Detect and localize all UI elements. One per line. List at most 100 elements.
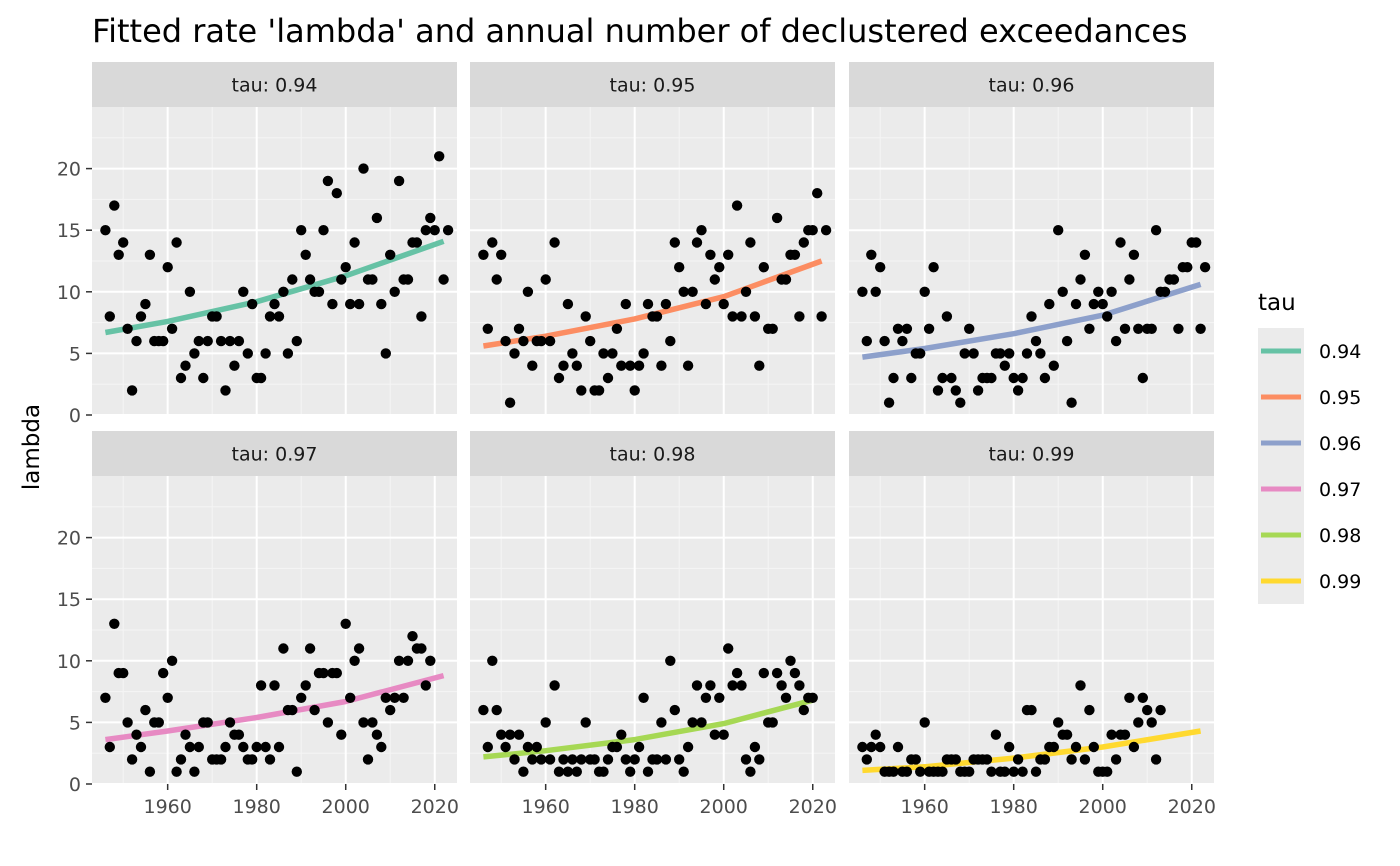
data-point bbox=[1124, 274, 1135, 285]
data-point bbox=[901, 766, 913, 777]
data-point bbox=[1017, 766, 1028, 777]
data-point bbox=[340, 262, 351, 273]
data-point bbox=[549, 680, 560, 691]
data-point bbox=[425, 212, 436, 224]
x-tick-label: 2000 bbox=[322, 796, 370, 818]
data-point bbox=[158, 667, 169, 679]
data-point bbox=[602, 372, 614, 384]
panel-marks bbox=[857, 680, 1202, 777]
data-point bbox=[740, 754, 752, 765]
data-point bbox=[968, 348, 979, 359]
data-point bbox=[1070, 741, 1082, 753]
data-point bbox=[478, 249, 489, 260]
facet-panel-5: tau: 0.98 1960 1980 2000 2020 bbox=[470, 431, 837, 818]
data-point bbox=[273, 311, 285, 322]
data-point bbox=[731, 200, 743, 211]
y-tick-label: 10 bbox=[57, 282, 81, 304]
data-point bbox=[656, 717, 667, 728]
data-point bbox=[278, 643, 289, 654]
data-point bbox=[691, 237, 703, 248]
data-point bbox=[269, 298, 280, 310]
data-point bbox=[269, 680, 280, 691]
data-point bbox=[544, 335, 556, 347]
data-point bbox=[816, 311, 827, 322]
panel-marks bbox=[100, 151, 454, 396]
data-point bbox=[714, 692, 725, 703]
data-point bbox=[700, 298, 712, 310]
data-point bbox=[202, 335, 213, 347]
data-point bbox=[113, 249, 124, 260]
data-point bbox=[807, 225, 818, 236]
data-point bbox=[607, 348, 618, 359]
data-point bbox=[875, 262, 886, 273]
data-point bbox=[135, 311, 147, 322]
data-point bbox=[287, 704, 298, 716]
data-point bbox=[620, 754, 631, 765]
data-point bbox=[567, 754, 578, 765]
data-point bbox=[264, 754, 276, 765]
data-point bbox=[883, 397, 895, 408]
data-point bbox=[665, 335, 676, 347]
data-point bbox=[870, 729, 881, 740]
data-point bbox=[224, 717, 236, 728]
data-point bbox=[327, 298, 338, 310]
data-point bbox=[255, 372, 267, 384]
x-tick-label: 2020 bbox=[1168, 796, 1216, 818]
facet-strip-label: tau: 0.96 bbox=[989, 75, 1075, 97]
data-point bbox=[540, 717, 551, 728]
data-point bbox=[349, 237, 360, 248]
data-point bbox=[1146, 717, 1157, 728]
data-point bbox=[389, 286, 400, 297]
data-point bbox=[238, 741, 249, 753]
facet-strip-label: tau: 0.97 bbox=[232, 444, 318, 466]
data-point bbox=[135, 741, 147, 753]
data-point bbox=[1030, 766, 1042, 777]
data-point bbox=[282, 348, 294, 359]
data-point bbox=[513, 729, 525, 740]
data-point bbox=[892, 323, 904, 334]
data-point bbox=[504, 397, 516, 408]
data-point bbox=[380, 692, 391, 703]
facet-panel-4: tau: 0.97 0 5 10 15 20 1960 1980 2000 2020 bbox=[57, 431, 459, 818]
data-point bbox=[1119, 729, 1131, 740]
data-point bbox=[278, 286, 289, 297]
data-point bbox=[888, 372, 899, 384]
data-point bbox=[1057, 286, 1068, 297]
facet-strip-label: tau: 0.94 bbox=[232, 75, 318, 97]
data-point bbox=[162, 262, 173, 273]
data-point bbox=[345, 298, 356, 310]
data-point bbox=[995, 348, 1006, 359]
data-point bbox=[1021, 348, 1033, 359]
data-point bbox=[367, 717, 378, 728]
data-point bbox=[758, 667, 769, 679]
data-point bbox=[897, 335, 908, 347]
data-point bbox=[745, 237, 756, 248]
data-point bbox=[981, 754, 993, 765]
panel-marks bbox=[857, 225, 1211, 408]
data-point bbox=[1199, 262, 1211, 273]
data-point bbox=[861, 754, 872, 765]
data-point bbox=[509, 348, 520, 359]
data-point bbox=[260, 348, 271, 359]
facet-strip-label: tau: 0.95 bbox=[610, 75, 696, 97]
data-point bbox=[1004, 348, 1015, 359]
data-point bbox=[745, 766, 756, 777]
data-point bbox=[336, 274, 347, 285]
data-point bbox=[794, 311, 805, 322]
data-point bbox=[625, 360, 636, 371]
data-point bbox=[184, 286, 196, 297]
data-point bbox=[665, 655, 676, 666]
y-axis-title: lambda bbox=[19, 404, 45, 490]
data-point bbox=[1008, 766, 1019, 777]
y-tick-label: 15 bbox=[57, 220, 81, 242]
data-point bbox=[937, 766, 948, 777]
data-point bbox=[1146, 323, 1157, 334]
data-point bbox=[678, 766, 689, 777]
data-point bbox=[500, 741, 511, 753]
y-tick-label: 0 bbox=[69, 774, 81, 796]
data-point bbox=[1079, 249, 1091, 260]
data-point bbox=[1097, 298, 1108, 310]
data-point bbox=[1075, 274, 1086, 285]
data-point bbox=[1079, 754, 1091, 765]
data-point bbox=[104, 311, 116, 322]
